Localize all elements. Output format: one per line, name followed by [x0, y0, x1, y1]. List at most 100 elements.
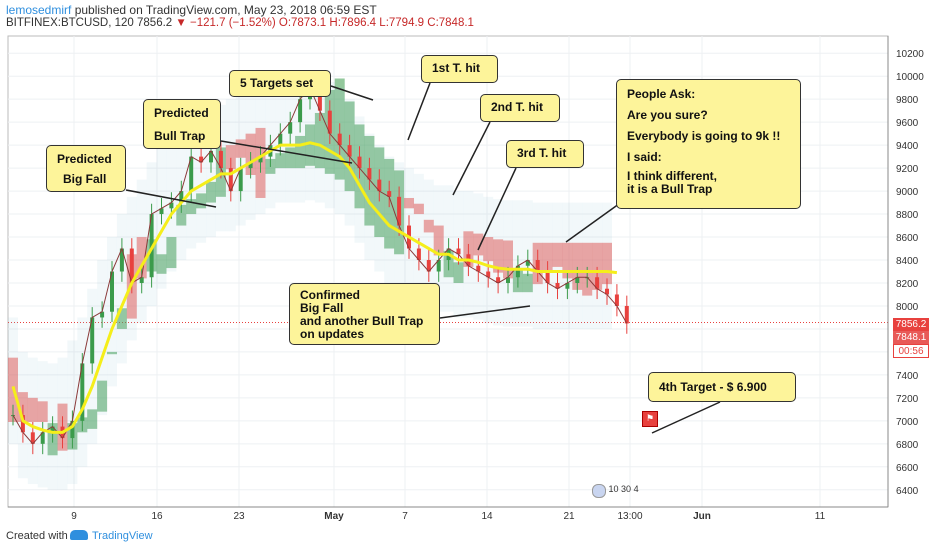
cloud-segment: [592, 242, 603, 290]
candle-body: [90, 317, 95, 364]
bollinger-segment: [433, 185, 444, 312]
candle-body: [139, 277, 144, 283]
y-tick-label: 6600: [896, 463, 919, 474]
cloud-segment: [37, 401, 48, 422]
chart-header: lemosedmirf published on TradingView.com…: [0, 0, 932, 30]
candle-body: [298, 99, 303, 123]
bollinger-segment: [483, 196, 494, 324]
note-text: it is a Bull Trap: [627, 182, 713, 196]
candle-body: [426, 260, 431, 272]
candle-body: [506, 277, 510, 283]
event-icons[interactable]: 10 30 4: [592, 484, 639, 498]
y-tick-label: 8000: [896, 302, 919, 313]
note-text: on updates: [300, 327, 365, 341]
note-text: Predicted: [154, 106, 209, 120]
cloud-segment: [116, 308, 127, 329]
candle-body: [397, 196, 402, 226]
note-text: 2nd T. hit: [491, 100, 543, 114]
candle-body: [377, 179, 382, 192]
candle-body: [614, 294, 619, 306]
cloud-segment: [503, 240, 513, 279]
cloud-segment: [493, 239, 504, 273]
created-with-text: Created with: [6, 530, 68, 542]
cloud-segment: [186, 199, 197, 215]
candle-body: [119, 248, 124, 272]
bollinger-segment: [27, 357, 38, 485]
cloud-segment: [423, 219, 434, 233]
candle-body: [20, 415, 25, 433]
published-text: published on TradingView.com, May 23, 20…: [71, 3, 377, 17]
cloud-segment: [196, 193, 207, 209]
bollinger-segment: [552, 202, 563, 329]
note-text: 1st T. hit: [432, 61, 481, 75]
bollinger-segment: [503, 200, 513, 327]
annotation-arrow: [330, 85, 374, 101]
y-tick-label: 10200: [896, 49, 924, 60]
y-tick-label: 6400: [896, 486, 919, 497]
cloud-segment: [27, 397, 38, 422]
open-value: O:7873.1: [278, 17, 327, 29]
note-text: Everybody is going to 9k !!: [627, 129, 781, 143]
note-text: I think different,: [627, 169, 717, 183]
cloud-segment: [314, 112, 325, 169]
candle-body: [565, 282, 570, 289]
x-tick-label: 9: [71, 511, 77, 522]
y-tick-label: 8600: [896, 233, 919, 244]
candle-body: [169, 202, 174, 209]
bollinger-segment: [384, 156, 395, 283]
bollinger-segment: [602, 202, 612, 329]
x-tick-label: 23: [233, 511, 245, 522]
candle-body: [357, 156, 362, 169]
note-text: Are you sure?: [627, 108, 708, 122]
note-text: 4th Target - $ 6.900: [659, 380, 767, 394]
candle-body: [228, 168, 233, 192]
candle-body: [535, 260, 540, 272]
candle-body: [30, 432, 35, 444]
y-tick-label: 9400: [896, 141, 919, 152]
cloud-segment: [433, 225, 444, 256]
bollinger-segment: [136, 179, 147, 324]
bollinger-segment: [116, 214, 127, 364]
candle-body: [605, 288, 609, 295]
cloud-segment: [206, 181, 216, 203]
candle-body: [416, 248, 421, 261]
note-1st-target: 1st T. hit: [421, 55, 498, 83]
note-text: and another Bull Trap: [300, 314, 424, 328]
bollinger-segment: [97, 260, 108, 416]
bollinger-segment: [196, 110, 207, 243]
annotation-arrow: [651, 401, 721, 434]
note-text: Bull Trap: [154, 129, 206, 143]
candle-body: [456, 248, 461, 255]
candle-body: [545, 271, 550, 283]
candle-body: [624, 305, 629, 324]
note-5-targets: 5 Targets set: [229, 70, 331, 97]
symbol-label[interactable]: BITFINEX:BTCUSD, 120: [6, 17, 134, 29]
annotation-arrow: [220, 140, 353, 164]
bollinger-segment: [364, 133, 375, 261]
down-triangle-icon: ▼: [175, 17, 187, 29]
us-flag-icon: [592, 484, 606, 498]
cloud-segment: [285, 147, 296, 169]
tradingview-link[interactable]: TradingView: [92, 530, 153, 542]
candle-body: [258, 156, 263, 163]
event-count: 10: [608, 484, 619, 494]
bollinger-segment: [582, 202, 593, 329]
candle-body: [486, 271, 491, 278]
annotation-arrow: [439, 305, 531, 319]
flag-icon: ⚑: [642, 411, 658, 427]
cloud-segment: [156, 254, 167, 274]
cloud-segment: [453, 262, 464, 283]
candle-body: [476, 265, 481, 272]
cloud-segment: [295, 135, 306, 169]
note-4th-target: 4th Target - $ 6.900: [648, 372, 796, 402]
series-lines: [11, 86, 628, 445]
cloud-segment: [225, 145, 236, 170]
candle-body: [248, 162, 253, 169]
cloud-segment: [97, 380, 108, 412]
x-tick-label: Jun: [693, 511, 711, 522]
y-tick-label: 7400: [896, 371, 919, 382]
author-link[interactable]: lemosedmirf: [6, 3, 72, 17]
tradingview-logo-icon: [70, 530, 88, 540]
candle-body: [159, 208, 164, 215]
